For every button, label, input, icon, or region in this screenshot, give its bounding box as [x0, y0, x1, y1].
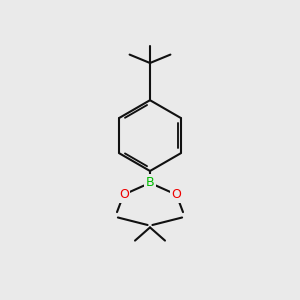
Text: O: O — [119, 188, 129, 202]
Text: B: B — [146, 176, 154, 189]
Text: O: O — [171, 188, 181, 202]
